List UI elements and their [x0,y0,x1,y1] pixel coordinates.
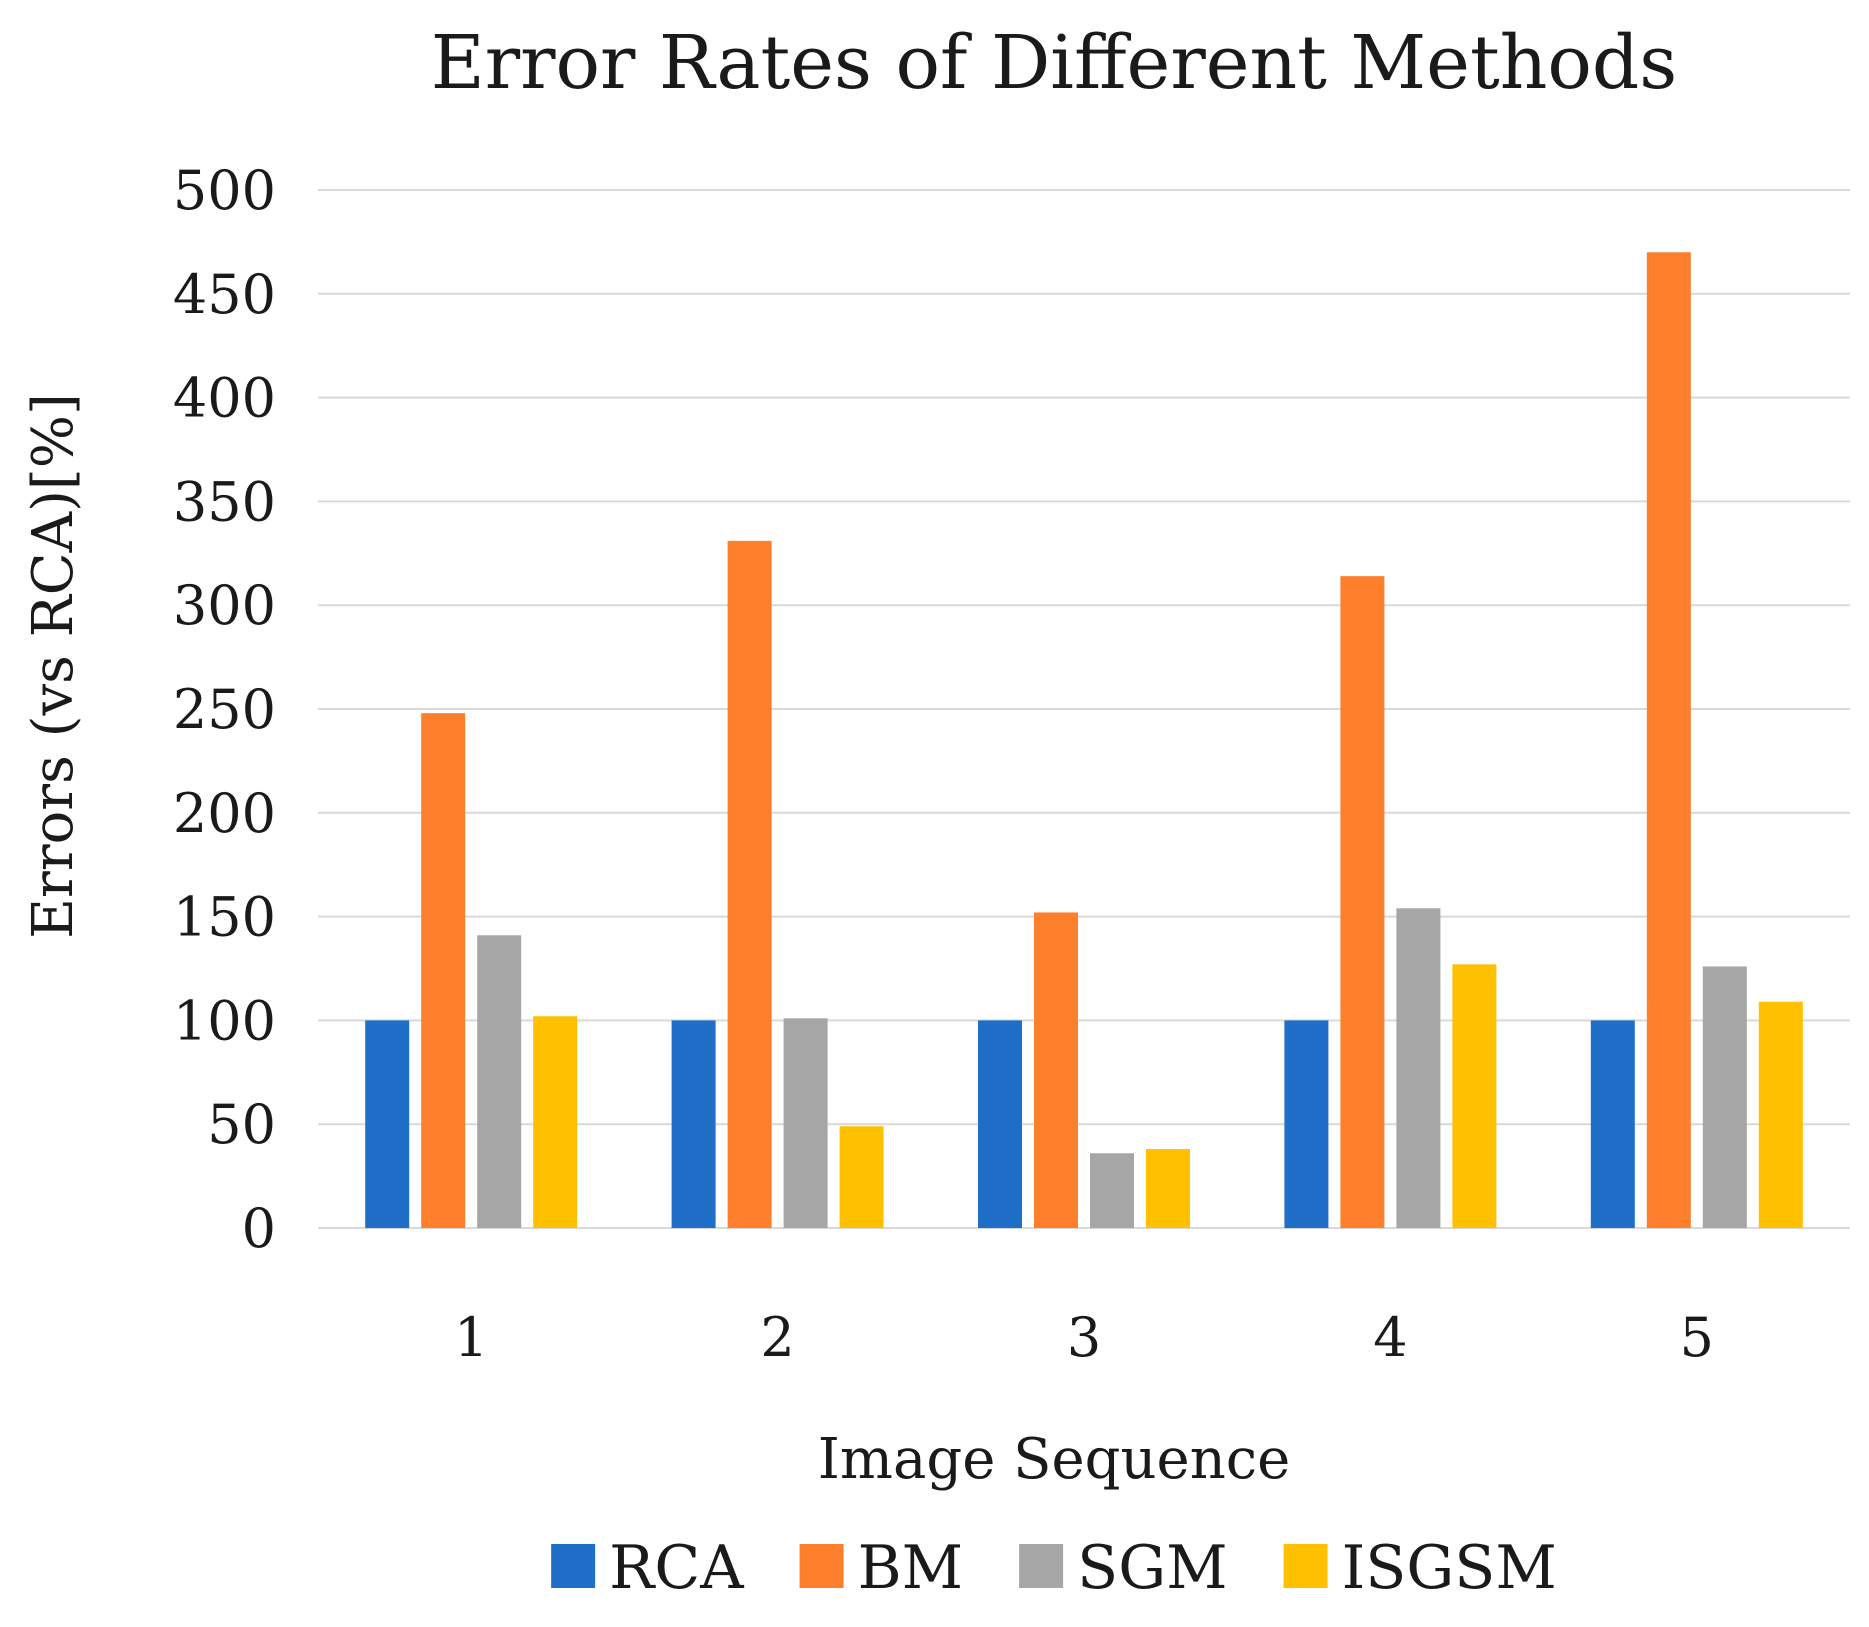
x-tick-label: 2 [760,1306,794,1369]
bars [365,252,1803,1228]
x-axis-ticks: 1 2 3 4 5 [454,1306,1714,1369]
bar-rca-4 [1284,1020,1329,1228]
legend-swatch [799,1544,844,1588]
bar-isgsm-2 [839,1126,884,1228]
bar-rca-2 [671,1020,716,1228]
y-tick-label: 0 [242,1197,276,1260]
bar-rca-3 [978,1020,1022,1228]
x-tick-label: 3 [1067,1306,1101,1369]
legend-item-sgm: SGM [1019,1533,1228,1603]
y-tick-label: 200 [173,782,276,845]
bar-bm-1 [421,713,466,1228]
bar-bm-2 [727,540,772,1228]
legend-label: RCA [609,1533,744,1603]
y-tick-label: 500 [173,159,276,222]
bar-isgsm-1 [533,1016,578,1228]
bar-isgsm-3 [1146,1149,1190,1228]
y-tick-label: 400 [173,367,276,430]
legend-label: ISGSM [1342,1533,1557,1603]
y-tick-label: 150 [173,886,276,949]
bar-sgm-3 [1090,1153,1134,1228]
bar-sgm-4 [1396,908,1441,1228]
bar-bm-5 [1646,252,1691,1228]
bar-isgsm-5 [1758,1001,1803,1228]
y-tick-label: 250 [173,678,276,741]
legend-swatch [551,1544,596,1588]
bar-sgm-1 [477,935,522,1228]
legend: RCA BM SGM ISGSM [551,1533,1557,1603]
x-tick-label: 5 [1680,1306,1714,1369]
legend-item-rca: RCA [551,1533,744,1603]
bar-rca-1 [365,1020,410,1228]
legend-label: BM [858,1533,964,1603]
bar-isgsm-4 [1452,964,1497,1228]
x-tick-label: 1 [454,1306,488,1369]
y-axis-ticks: 0 50 100 150 200 250 300 350 400 450 500 [173,159,276,1260]
bar-bm-4 [1340,576,1385,1228]
legend-item-bm: BM [799,1533,964,1603]
legend-swatch [1019,1544,1064,1588]
bar-sgm-2 [783,1018,828,1228]
x-tick-label: 4 [1373,1306,1407,1369]
chart-title: Error Rates of Different Methods [431,20,1678,106]
bar-rca-5 [1590,1020,1635,1228]
y-tick-label: 350 [173,470,276,533]
y-axis-label: Errors (vs RCA)[%] [21,393,86,939]
y-tick-label: 100 [173,989,276,1052]
bar-sgm-5 [1702,966,1747,1228]
y-tick-label: 300 [173,574,276,637]
legend-label: SGM [1077,1533,1227,1603]
legend-swatch [1283,1544,1328,1588]
x-axis-label: Image Sequence [818,1427,1291,1492]
y-tick-label: 50 [207,1093,276,1156]
bar-bm-3 [1034,912,1078,1228]
y-tick-label: 450 [173,263,276,326]
legend-item-isgsm: ISGSM [1283,1533,1557,1603]
